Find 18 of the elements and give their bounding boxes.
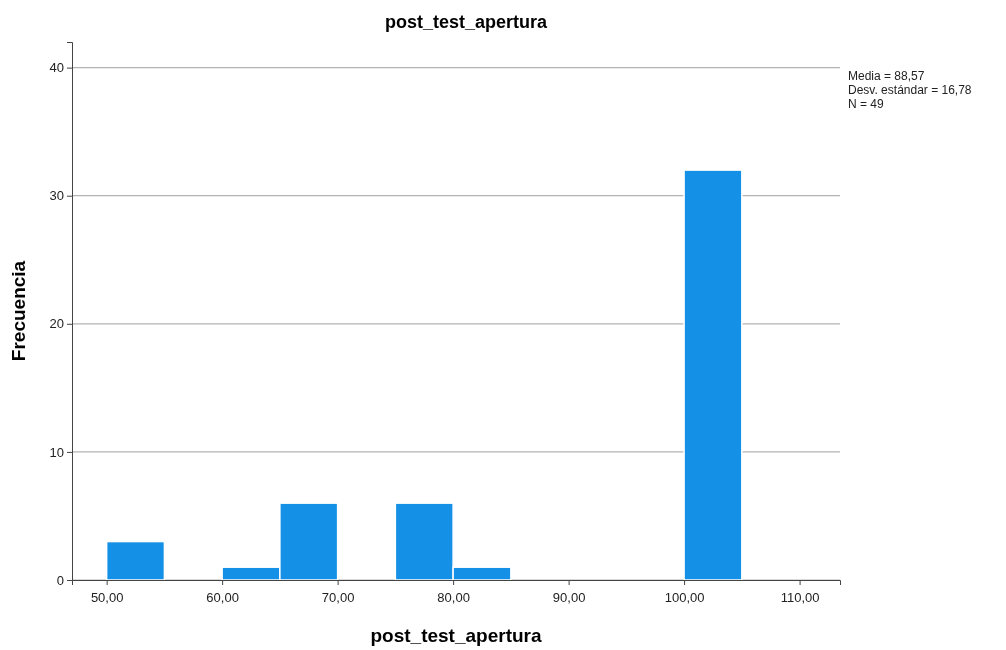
y-tick-label: 0 [56, 572, 64, 588]
chart-title: post_test_apertura [384, 12, 549, 32]
x-tick-label: 100,00 [664, 590, 705, 606]
x-tick-label: 110,00 [780, 590, 820, 606]
x-axis-title: post_test_apertura [370, 625, 542, 646]
y-axis-title: Frecuencia [8, 260, 29, 362]
x-tick-label: 60,00 [206, 590, 239, 606]
x-tick-label: 90,00 [552, 590, 586, 606]
x-tick-label: 80,00 [437, 590, 470, 606]
y-tick-label: 20 [49, 316, 64, 332]
y-tick-label: 40 [49, 60, 64, 76]
x-tick-label: 50,00 [90, 590, 124, 606]
text: Desv. estándar = 16,78 [848, 83, 972, 97]
x-tick-label: 70,00 [321, 590, 355, 606]
y-tick-label: 10 [49, 444, 64, 460]
text: Media = 88,57 [848, 69, 925, 83]
y-tick-label: 30 [49, 188, 64, 204]
text: N = 49 [848, 97, 885, 111]
